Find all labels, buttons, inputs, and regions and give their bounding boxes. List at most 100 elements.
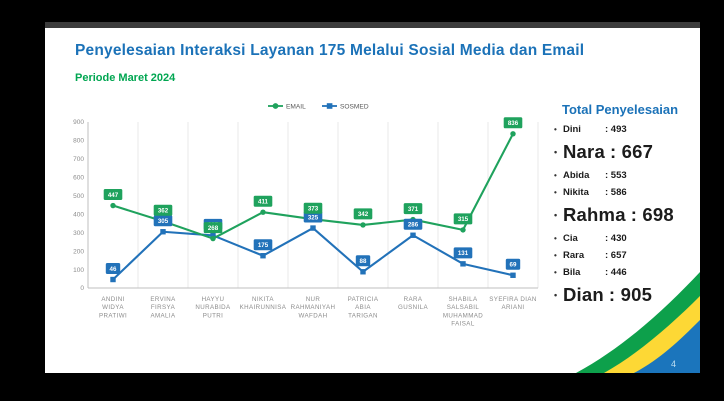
totals-panel-list: • Dini : 493 • Nara: 667 • Abida : 553 • Nikita : … <box>548 124 700 306</box>
total-item: • Rahma: 698 <box>554 204 700 226</box>
total-value: : 905 <box>608 284 653 305</box>
page-subtitle: Periode Maret 2024 <box>75 72 176 84</box>
total-value: : 430 <box>605 233 627 244</box>
total-name: Dian <box>563 284 604 305</box>
x-category-label: RARA GUSNILA <box>398 296 428 311</box>
data-point-marker <box>410 232 416 238</box>
data-label-text: 836 <box>508 120 519 127</box>
bullet-icon: • <box>554 251 557 260</box>
data-label <box>403 218 423 230</box>
page-number: 4 <box>670 359 676 369</box>
data-label-text: 175 <box>258 242 269 249</box>
slide-top-edge <box>45 22 700 28</box>
data-label <box>505 258 521 270</box>
data-label-text: 342 <box>358 211 369 218</box>
y-tick-label: 400 <box>73 211 84 218</box>
y-tick-label: 900 <box>73 119 84 126</box>
data-label-text: 286 <box>408 222 419 229</box>
data-label <box>153 204 173 216</box>
y-tick-label: 500 <box>73 193 84 200</box>
y-tick-label: 800 <box>73 138 84 145</box>
y-tick-label: 200 <box>73 248 84 255</box>
total-item: • Bila: 446 <box>554 267 700 278</box>
total-value: : 667 <box>609 141 654 162</box>
data-point-marker <box>460 227 466 233</box>
total-item: • Abida : 553 <box>554 170 700 181</box>
y-tick-label: 0 <box>80 285 84 292</box>
bullet-icon: • <box>554 171 557 180</box>
data-label-text: 315 <box>458 216 469 223</box>
total-value: : 698 <box>630 204 674 225</box>
email-data-labels: 447 362 268 411 373 342 371 315 836 <box>103 117 523 234</box>
total-value: : 493 <box>605 124 627 135</box>
total-name: Rahma <box>563 204 626 225</box>
data-label-text: 69 <box>510 262 517 269</box>
data-label-text: 46 <box>110 266 117 273</box>
legend-email-marker-icon <box>272 103 279 109</box>
data-label <box>403 203 423 215</box>
y-tick-label: 100 <box>73 267 84 274</box>
data-label-text: 305 <box>158 218 169 225</box>
y-tick-label: 700 <box>73 156 84 163</box>
sosmed-line <box>112 227 514 281</box>
data-point-marker <box>110 202 116 209</box>
bullet-icon: • <box>554 188 557 197</box>
total-name: Abida <box>563 170 590 181</box>
data-label-text: 373 <box>308 206 319 213</box>
total-item: • Dian: 905 <box>554 284 700 306</box>
x-category-label: PATRICIA ABIA TARIGAN <box>348 296 379 319</box>
data-point-marker <box>310 225 316 231</box>
bullet-icon: • <box>554 147 558 157</box>
y-tick-label: 300 <box>73 230 84 237</box>
data-label-text: 131 <box>458 250 469 257</box>
total-name: Nikita <box>563 187 589 198</box>
axes <box>87 122 538 289</box>
data-label-text: 325 <box>308 214 319 221</box>
total-name: Bila <box>563 267 581 278</box>
total-name: Cia <box>563 233 578 244</box>
totals-panel: Total Penyelesaian • Dini: 493 • Nara: 667 •… <box>548 102 700 313</box>
x-category-label: NUR RAHMANIYAH WAFDAH <box>291 296 336 319</box>
data-point-marker <box>210 232 216 239</box>
legend-sosmed-marker-icon <box>326 103 333 109</box>
total-name: Dini <box>563 124 581 135</box>
data-label <box>355 255 371 267</box>
data-point-marker <box>110 276 116 283</box>
x-category-label: ERVINA FIRSYA AMALIA <box>150 296 176 319</box>
data-label <box>153 215 173 227</box>
bullet-icon: • <box>554 290 558 300</box>
swoosh-blue-corner <box>634 320 700 373</box>
total-item: • Nara: 667 <box>554 141 700 163</box>
total-value: : 586 <box>605 187 627 198</box>
total-item: • Nikita : 586 <box>554 187 700 198</box>
total-value: : 446 <box>605 267 627 278</box>
bullet-icon: • <box>554 234 557 243</box>
total-value: : 553 <box>605 170 627 181</box>
data-label <box>503 117 523 129</box>
total-item: • Dini : 493 <box>554 124 700 135</box>
data-label <box>253 195 273 207</box>
data-label <box>303 211 323 223</box>
x-category-label: HAYYU NURABIDA PUTRI <box>195 296 231 319</box>
legend-label: EMAIL <box>286 103 306 110</box>
bullet-icon: • <box>554 125 557 134</box>
data-point-marker <box>210 235 216 242</box>
data-label-text: 88 <box>360 258 367 265</box>
x-axis-labels: ANDINI WIDYA PRATIWI ERVINA FIRSYA AMALIA HAYY… <box>99 296 536 328</box>
data-point-marker <box>460 261 466 267</box>
total-item: • Cia : 430 <box>554 233 700 244</box>
chart-svg: 0 100 200 300 400 500 600 700 800 900 ANDINI WIDYA P… <box>73 103 539 328</box>
data-label <box>203 222 223 234</box>
y-axis-ticks: 0 100 200 300 400 500 600 700 800 900 <box>73 119 84 292</box>
legend-label: SOSMED <box>340 103 369 110</box>
totals-panel-title: Total Penyelesaian <box>562 102 679 117</box>
page-title: Penyelesaian Interaksi Layanan 175 Melal… <box>75 42 585 59</box>
total-name: Rara <box>563 250 585 261</box>
data-point-marker <box>510 272 516 278</box>
total-name: Nara <box>563 141 605 162</box>
data-label <box>303 202 323 214</box>
data-label <box>453 247 473 259</box>
email-line <box>112 133 514 240</box>
data-point-marker <box>510 131 516 137</box>
